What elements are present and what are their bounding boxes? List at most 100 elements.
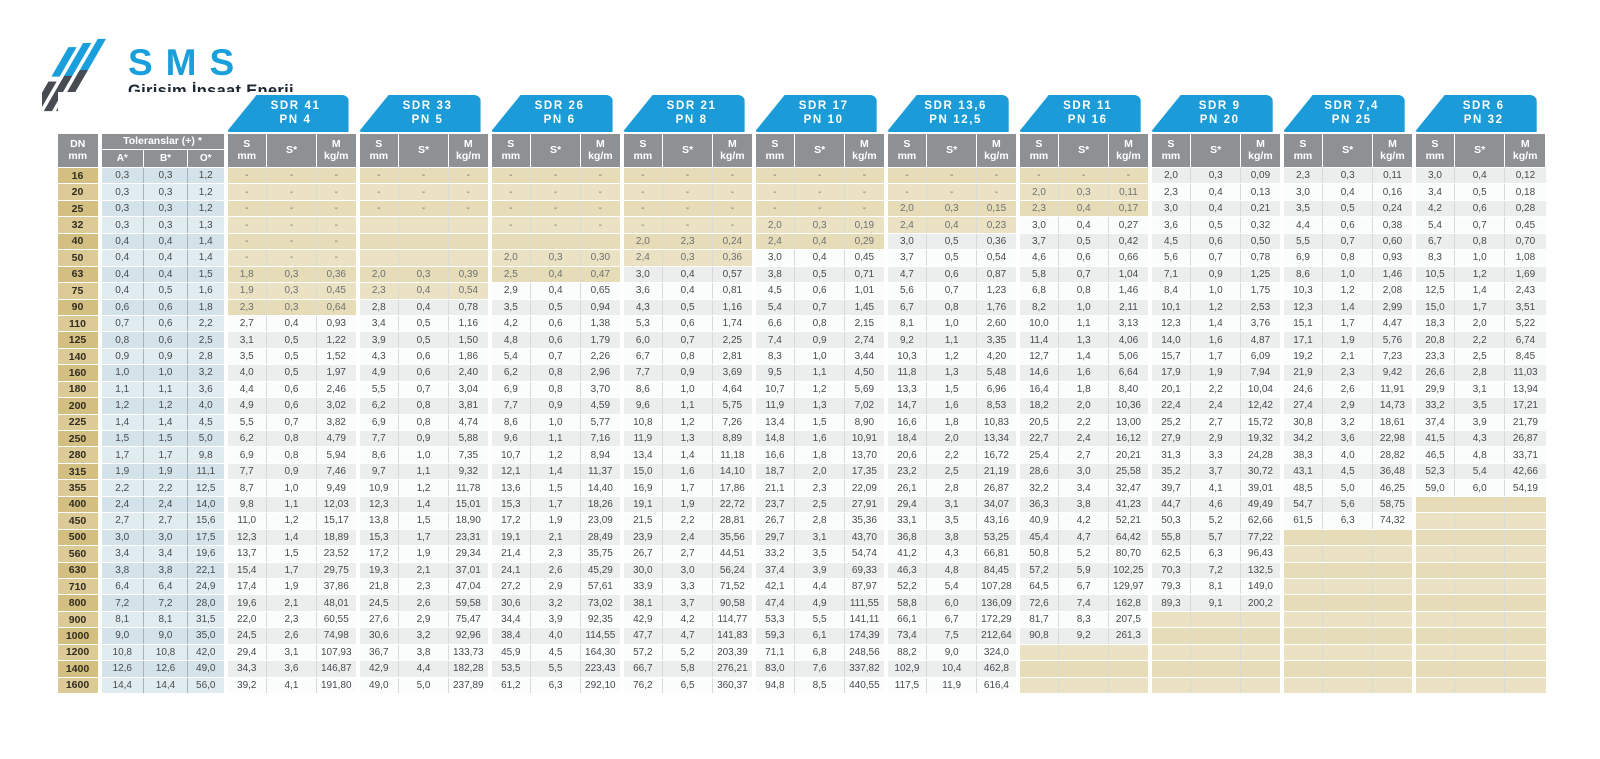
table-cell: 0,36 [712,249,754,267]
table-cell: 5,4 [487,348,531,366]
table-cell: 7,02 [844,397,886,415]
table-cell [1372,578,1414,596]
table-cell: 41,5 [1411,430,1455,448]
table-cell: 4,5 [1322,463,1373,481]
table-cell: 4,5 [1147,233,1191,251]
table-cell: 87,97 [844,578,886,596]
table-cell: 69,33 [844,562,886,579]
table-cell: 8,7 [223,479,267,497]
table-cell: 0,9 [398,430,449,448]
table-cell: 1,5 [530,479,581,497]
table-cell: 4,3 [619,299,663,316]
table-cell: 13,4 [751,414,795,432]
table-cell [448,249,490,267]
table-cell: 7,23 [1372,348,1414,366]
table-cell: 248,56 [844,644,886,662]
table-cell: - [530,216,581,234]
table-cell: 5,22 [1504,315,1546,333]
sdr-banner-10: SDR 6 PN 32 [1414,95,1537,132]
table-cell: 6,9 [487,381,531,399]
table-cell: 0,16 [1372,183,1414,201]
table-cell: 36,7 [355,644,399,662]
table-row: 1600 14,4 14,4 56,0 39,2 4,1 191,80 49,0 5,0 237,… [57,677,1546,695]
tolerance-cell: 1,2 [143,397,188,415]
table-cell: 0,4 [1454,167,1505,185]
table-cell: 1,7 [530,496,581,514]
table-cell: 0,4 [1058,200,1109,218]
table-row: 250 1,5 1,5 5,0 6,2 0,8 4,79 7,7 0,9 5,88 9,6 1,1 7,… [57,430,1546,448]
tolerance-cell: 0,3 [143,167,188,185]
table-cell: 0,45 [1504,216,1546,234]
table-cell [1279,611,1323,629]
table-cell: 3,8 [1058,496,1109,514]
table-cell: - [355,200,399,218]
table-cell: 1,9 [1322,331,1373,349]
table-cell: 36,8 [883,529,927,547]
table-cell: 1,4 [662,446,713,464]
table-cell: 0,4 [1190,200,1241,218]
table-cell: 1,0 [398,446,449,464]
table-cell: 57,61 [580,578,622,596]
tolerance-cell: 2,2 [187,315,226,333]
table-cell: 29,9 [1411,381,1455,399]
tolerance-cell: 0,3 [143,183,188,201]
table-cell: 45,4 [1015,529,1059,547]
table-cell: 3,0 [619,266,663,284]
table-cell: 2,3 [1015,200,1059,218]
table-cell: 11,91 [1372,381,1414,399]
tolerance-cell: 1,4 [143,414,188,432]
table-cell: 2,4 [1058,430,1109,448]
table-cell: 26,87 [976,479,1018,497]
table-cell: 61,2 [487,677,531,695]
table-cell: 1,8 [223,266,267,284]
table-cell [1015,660,1059,678]
dn-cell: 250 [57,430,100,448]
table-cell: 2,5 [794,496,845,514]
table-cell: 0,60 [1372,233,1414,251]
table-cell: 64,5 [1015,578,1059,596]
table-cell: 3,0 [1058,463,1109,481]
table-cell: 19,3 [355,562,399,579]
column-header: S* [662,133,714,168]
tolerance-cell: 31,5 [187,611,226,629]
table-cell: 8,90 [844,414,886,432]
tolerance-cell: 2,2 [97,479,144,497]
table-cell: 0,11 [1108,183,1150,201]
table-row: 280 1,7 1,7 9,8 6,9 0,8 5,94 8,6 1,0 7,35 10,7 1,2 8… [57,446,1546,464]
table-cell: 1,0 [266,479,317,497]
column-header: S* [530,133,582,168]
table-cell: 4,9 [355,364,399,382]
table-cell: 9,8 [223,496,267,514]
table-cell: 0,9 [662,364,713,382]
table-cell: 0,24 [1372,200,1414,218]
table-cell: 13,34 [976,430,1018,448]
tolerance-cell: 1,1 [143,381,188,399]
tolerance-cell: 0,6 [97,299,144,316]
table-cell: 0,7 [398,381,449,399]
table-cell: 9,5 [751,364,795,382]
table-cell: 0,42 [1108,233,1150,251]
table-cell [1240,611,1282,629]
tolerance-cell: 0,3 [143,200,188,218]
dn-cell: 560 [57,545,100,563]
table-cell: 0,54 [976,249,1018,267]
table-cell: - [619,216,663,234]
table-cell: 5,94 [315,446,358,464]
table-cell: 11,78 [448,479,490,497]
tolerance-cell: 14,4 [143,677,188,695]
table-cell: - [448,167,490,185]
table-cell: 24,6 [1279,381,1323,399]
table-cell: 0,4 [1190,183,1241,201]
table-cell [1190,611,1241,629]
table-cell: 23,3 [1411,348,1455,366]
table-row: 1200 10,8 10,8 42,0 29,4 3,1 107,93 36,7 3,8 133,… [57,644,1546,662]
table-cell: 0,5 [266,331,317,349]
table-cell: 0,11 [1372,167,1414,185]
table-cell: 8,53 [976,397,1018,415]
table-cell: - [794,167,845,185]
table-cell: 3,02 [315,397,358,415]
table-cell: 7,46 [315,463,358,481]
table-cell: 1,04 [1108,266,1150,284]
